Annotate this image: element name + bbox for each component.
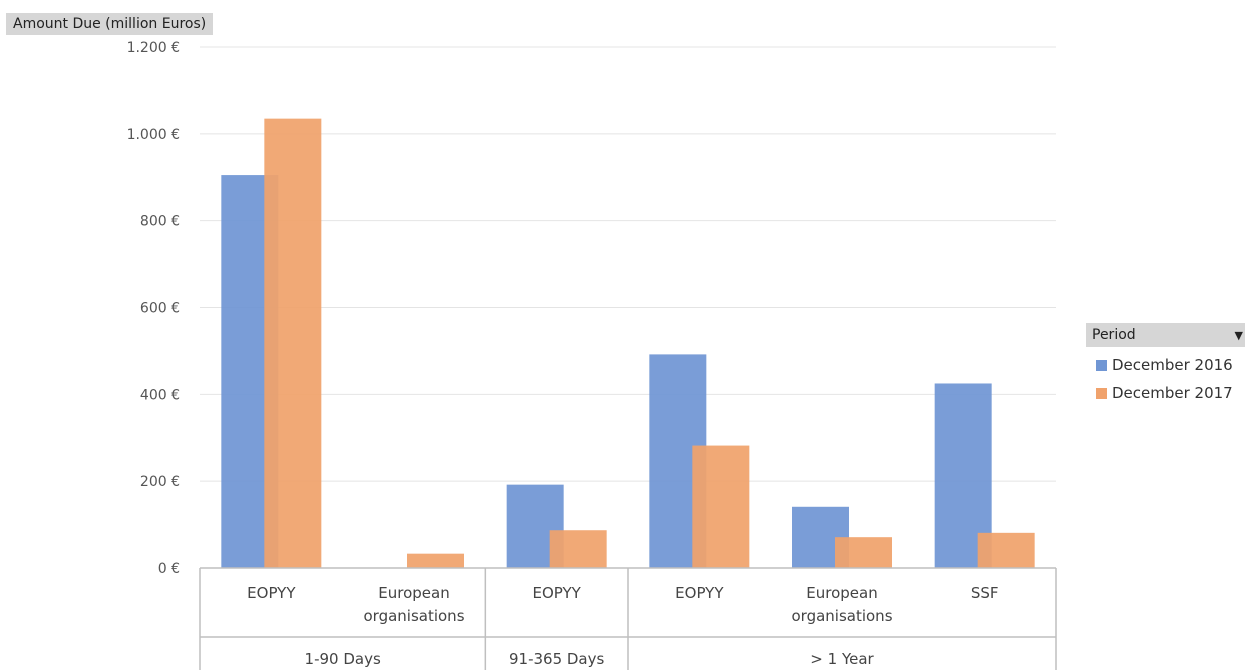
legend-label: December 2017 <box>1112 384 1233 402</box>
x-group-label: 91-365 Days <box>509 650 605 668</box>
x-group-label: 1-90 Days <box>305 650 381 668</box>
bar-dec-2017 <box>977 532 1035 568</box>
legend-filter-button[interactable]: Period ▼ <box>1086 323 1245 347</box>
x-category-label: EOPYY <box>675 584 724 602</box>
bar-dec-2017 <box>264 118 322 568</box>
y-tick-label: 800 € <box>140 214 180 230</box>
bar-dec-2017 <box>549 530 607 568</box>
legend-label: December 2016 <box>1112 356 1233 374</box>
x-category-label: European <box>378 584 449 602</box>
y-axis-field-button[interactable]: Amount Due (million Euros) <box>6 13 214 35</box>
x-category-label: organisations <box>791 607 892 625</box>
y-axis-ticks: 0 € 200 € 400 € 600 € 800 € 1.000 € 1.200 € <box>127 40 180 577</box>
x-category-label: EOPYY <box>533 584 582 602</box>
y-tick-label: 400 € <box>140 387 180 403</box>
legend-title: Period <box>1092 327 1136 343</box>
y-tick-label: 600 € <box>140 301 180 317</box>
legend-swatch <box>1096 387 1107 399</box>
legend-item-dec-2016: December 2016 <box>1086 355 1245 375</box>
legend-swatch <box>1096 359 1107 371</box>
bar-dec-2017 <box>835 537 892 568</box>
bars <box>221 118 1035 568</box>
gridlines <box>200 46 1056 482</box>
y-tick-label: 200 € <box>140 474 180 490</box>
x-group-label: > 1 Year <box>810 650 874 668</box>
dropdown-arrow-icon: ▼ <box>1234 328 1243 342</box>
x-category-label: organisations <box>363 607 464 625</box>
x-axis: EOPYY European organisations EOPYY EOPYY Euro… <box>199 567 1057 670</box>
bar-dec-2017 <box>692 445 750 568</box>
y-tick-label: 1.200 € <box>127 40 180 56</box>
x-category-label: SSF <box>971 584 999 602</box>
legend-item-dec-2017: December 2017 <box>1086 383 1245 403</box>
legend: Period ▼ December 2016 December 2017 <box>1086 323 1245 403</box>
y-tick-label: 0 € <box>158 561 180 577</box>
x-category-label: EOPYY <box>247 584 296 602</box>
y-tick-label: 1.000 € <box>127 127 180 143</box>
x-category-label: European <box>806 584 877 602</box>
bar-dec-2017 <box>407 553 464 568</box>
